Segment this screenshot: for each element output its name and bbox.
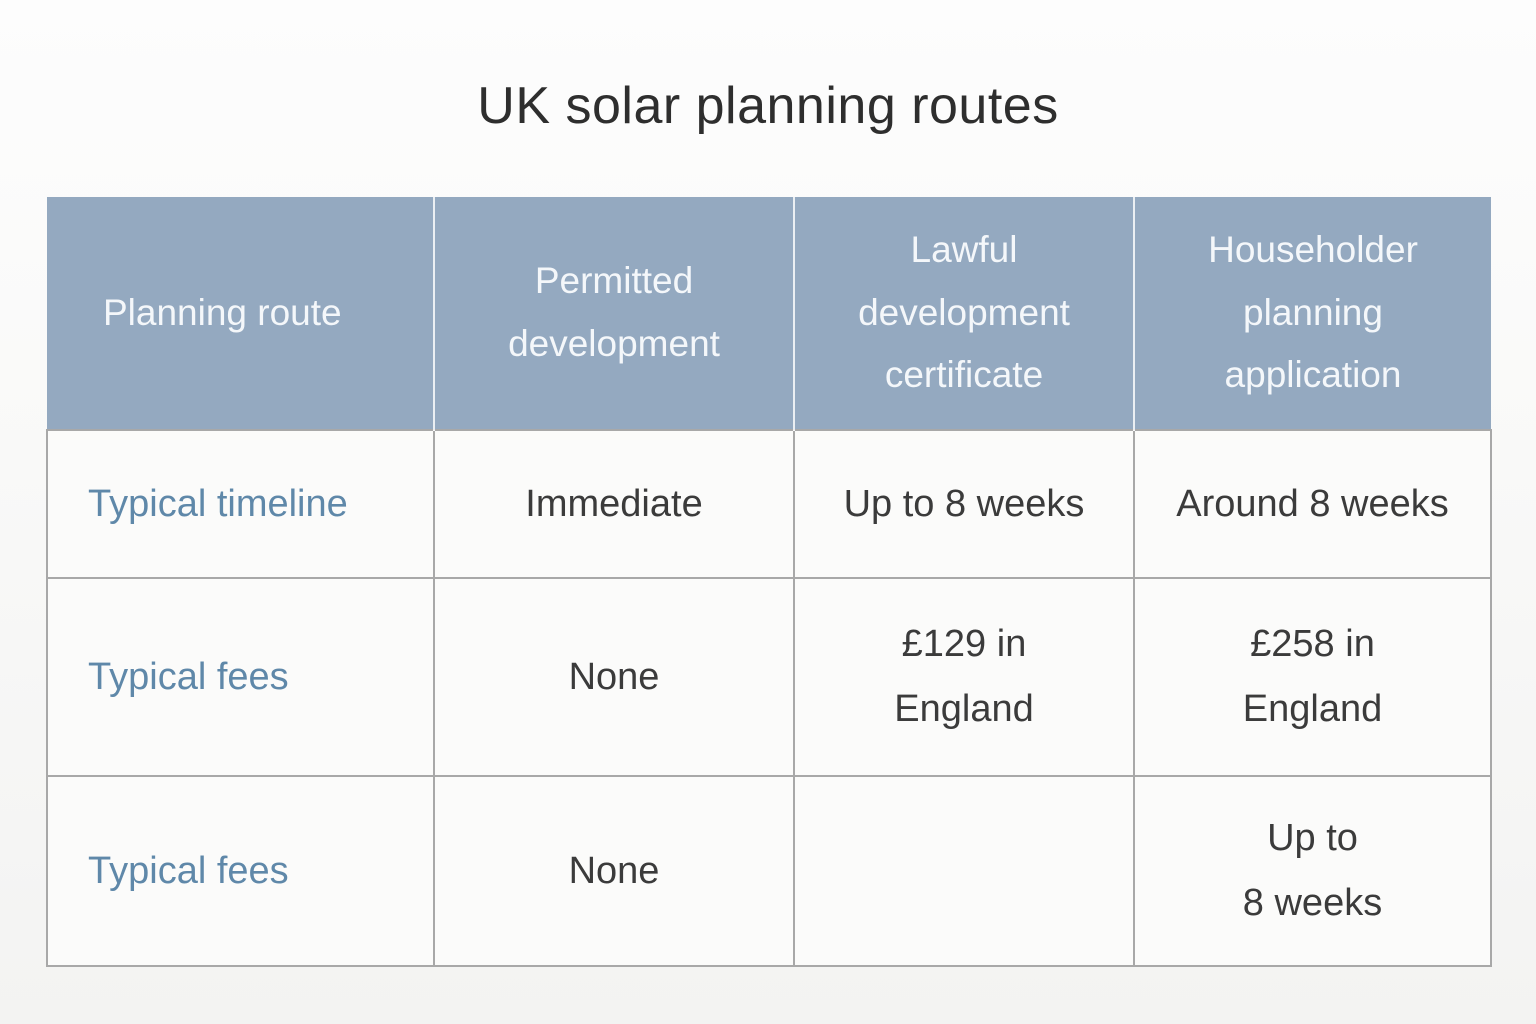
page-title: UK solar planning routes [477,77,1059,135]
row-label-typical-fees-2: Typical fees [46,775,435,967]
cell-fees2-householder-planning-application: Up to 8 weeks [1133,775,1492,967]
column-header-lawful-development-certificate: Lawful development certificate [793,197,1134,430]
cell-timeline-permitted-development: Immediate [433,429,795,579]
column-header-permitted-development: Permitted development [433,197,794,430]
cell-timeline-householder-planning-application: Around 8 weeks [1133,429,1492,579]
row-label-typical-fees: Typical fees [46,577,435,777]
cell-timeline-lawful-development-certificate: Up to 8 weeks [793,429,1135,579]
column-header-householder-planning-application: Householder planning application [1133,197,1491,430]
table-row: Typical timeline Immediate Up to 8 weeks… [46,429,1492,579]
table-row: Typical fees None £129 in England £258 i… [46,577,1492,777]
cell-fees2-lawful-development-certificate-empty [793,775,1135,967]
row-label-typical-timeline: Typical timeline [46,429,435,579]
planning-routes-table: Planning route Permitted development Law… [46,197,1492,967]
cell-fees-permitted-development: None [433,577,795,777]
cell-fees-householder-planning-application: £258 in England [1133,577,1492,777]
column-header-planning-route: Planning route [47,197,434,430]
cell-fees2-permitted-development: None [433,775,795,967]
table-row: Typical fees None Up to 8 weeks [46,775,1492,967]
cell-fees-lawful-development-certificate: £129 in England [793,577,1135,777]
table-header-row: Planning route Permitted development Law… [47,197,1491,430]
